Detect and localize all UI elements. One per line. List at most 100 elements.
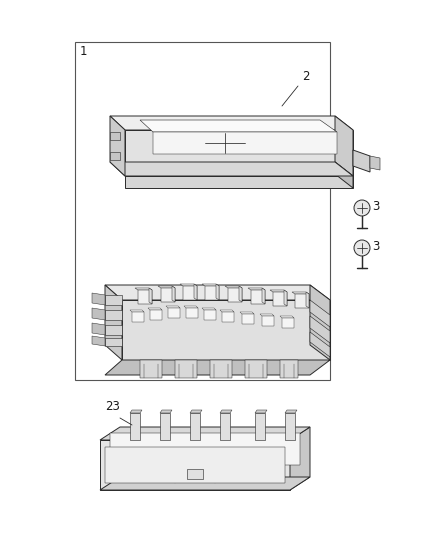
Polygon shape — [105, 295, 122, 305]
Polygon shape — [180, 284, 197, 286]
Polygon shape — [122, 300, 330, 360]
Polygon shape — [255, 410, 267, 413]
Polygon shape — [280, 316, 294, 318]
Polygon shape — [222, 312, 234, 322]
Polygon shape — [202, 308, 216, 310]
Polygon shape — [184, 306, 198, 308]
Polygon shape — [149, 288, 152, 304]
Polygon shape — [282, 318, 294, 328]
Polygon shape — [285, 410, 297, 413]
Polygon shape — [186, 308, 198, 318]
Polygon shape — [225, 286, 242, 288]
Polygon shape — [210, 360, 232, 378]
Polygon shape — [158, 286, 175, 288]
Polygon shape — [105, 360, 330, 375]
Polygon shape — [335, 116, 353, 176]
Polygon shape — [130, 413, 140, 440]
Polygon shape — [205, 286, 219, 300]
Polygon shape — [110, 152, 120, 160]
Polygon shape — [105, 310, 122, 320]
Polygon shape — [245, 360, 267, 378]
Polygon shape — [240, 312, 254, 314]
Polygon shape — [310, 300, 330, 327]
Polygon shape — [125, 176, 353, 188]
Polygon shape — [160, 413, 170, 440]
Polygon shape — [202, 284, 219, 286]
Polygon shape — [190, 410, 202, 413]
Polygon shape — [273, 292, 287, 306]
Polygon shape — [153, 132, 337, 154]
Polygon shape — [370, 156, 380, 170]
Text: 2: 2 — [302, 70, 310, 83]
Polygon shape — [172, 286, 175, 302]
Bar — [75, 42, 330, 380]
Polygon shape — [161, 288, 175, 302]
Polygon shape — [168, 308, 180, 318]
Polygon shape — [216, 284, 219, 300]
Polygon shape — [148, 308, 162, 310]
Polygon shape — [270, 290, 287, 292]
Polygon shape — [194, 284, 197, 300]
Polygon shape — [130, 410, 142, 413]
Polygon shape — [204, 310, 216, 320]
Polygon shape — [166, 306, 180, 308]
Polygon shape — [306, 292, 309, 308]
Polygon shape — [284, 290, 287, 306]
Polygon shape — [100, 440, 290, 490]
Polygon shape — [105, 285, 122, 360]
Polygon shape — [110, 116, 125, 176]
Polygon shape — [183, 286, 197, 300]
Polygon shape — [228, 288, 242, 302]
Text: 1: 1 — [80, 45, 88, 58]
Polygon shape — [100, 427, 310, 440]
Polygon shape — [105, 285, 330, 300]
Polygon shape — [353, 150, 370, 172]
Polygon shape — [135, 288, 152, 290]
Polygon shape — [262, 316, 274, 326]
Polygon shape — [292, 292, 309, 294]
Polygon shape — [242, 314, 254, 324]
Polygon shape — [92, 293, 105, 305]
Polygon shape — [110, 132, 120, 140]
Polygon shape — [175, 360, 197, 378]
Polygon shape — [255, 413, 265, 440]
Polygon shape — [220, 410, 232, 413]
Polygon shape — [92, 336, 105, 346]
Polygon shape — [100, 477, 310, 490]
Text: 3: 3 — [372, 200, 379, 213]
Polygon shape — [251, 290, 265, 304]
Text: 3: 3 — [372, 240, 379, 253]
Polygon shape — [290, 427, 310, 490]
Circle shape — [354, 200, 370, 216]
Polygon shape — [105, 338, 122, 346]
Polygon shape — [105, 447, 285, 483]
Polygon shape — [220, 413, 230, 440]
Polygon shape — [138, 290, 152, 304]
Polygon shape — [110, 116, 353, 130]
Circle shape — [354, 240, 370, 256]
Polygon shape — [132, 312, 144, 322]
Polygon shape — [140, 120, 337, 132]
Polygon shape — [92, 308, 105, 320]
Polygon shape — [285, 413, 295, 440]
Text: 23: 23 — [105, 400, 120, 413]
Polygon shape — [335, 162, 353, 188]
Polygon shape — [110, 162, 353, 176]
Polygon shape — [187, 469, 203, 479]
Polygon shape — [220, 310, 234, 312]
Polygon shape — [239, 286, 242, 302]
Polygon shape — [150, 310, 162, 320]
Polygon shape — [280, 360, 298, 378]
Polygon shape — [105, 325, 122, 335]
Polygon shape — [310, 316, 330, 343]
Polygon shape — [125, 130, 353, 176]
Polygon shape — [310, 285, 330, 360]
Polygon shape — [295, 294, 309, 308]
Polygon shape — [110, 433, 300, 465]
Polygon shape — [310, 332, 330, 357]
Polygon shape — [92, 323, 105, 335]
Polygon shape — [190, 413, 200, 440]
Polygon shape — [248, 288, 265, 290]
Polygon shape — [160, 410, 172, 413]
Polygon shape — [260, 314, 274, 316]
